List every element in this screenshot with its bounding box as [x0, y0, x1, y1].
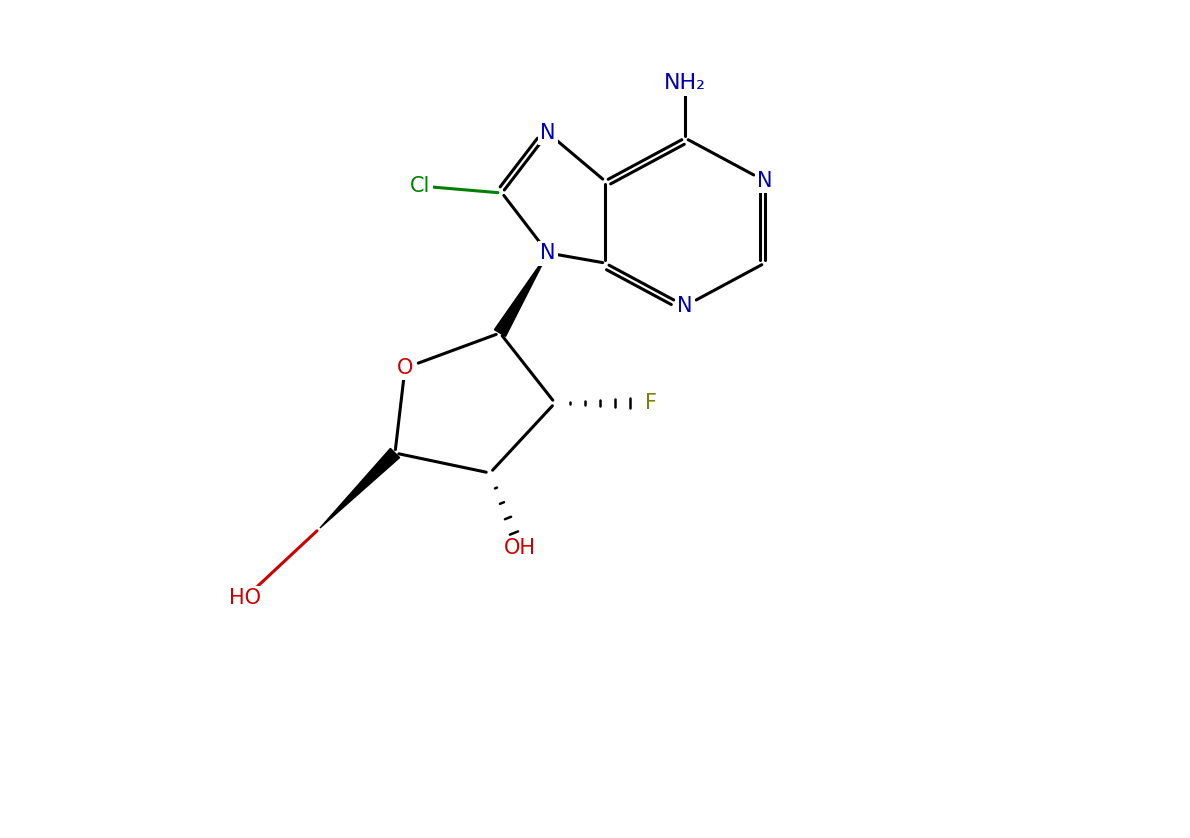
Text: HO: HO	[228, 588, 261, 608]
Text: OH: OH	[505, 538, 536, 558]
Polygon shape	[494, 253, 549, 336]
Text: O: O	[396, 358, 413, 378]
Polygon shape	[320, 448, 400, 528]
Text: N: N	[540, 243, 556, 263]
Text: N: N	[540, 123, 556, 143]
Text: N: N	[757, 171, 772, 191]
Text: NH₂: NH₂	[664, 73, 706, 93]
Text: Cl: Cl	[409, 176, 431, 196]
Text: F: F	[645, 393, 657, 413]
Text: N: N	[677, 296, 693, 316]
